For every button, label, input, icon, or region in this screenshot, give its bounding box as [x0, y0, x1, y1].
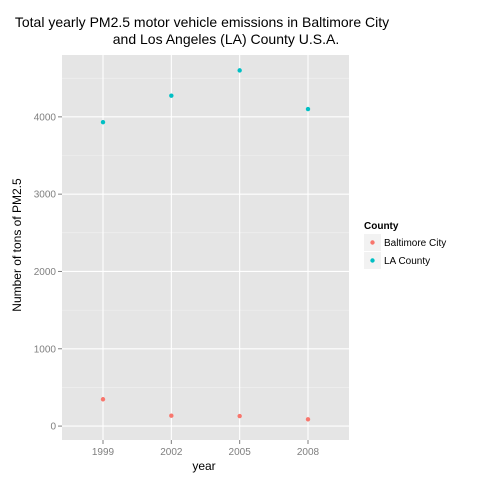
point-baltimore-city-2002 [169, 413, 174, 418]
major-gridlines [62, 55, 349, 440]
point-la-county-2002 [169, 93, 174, 98]
legend-swatch-la-county [370, 258, 375, 263]
point-la-county-2008 [305, 106, 311, 112]
y-axis-title: Number of tons of PM2.5 [10, 178, 24, 312]
point-baltimore-city-2008 [305, 417, 311, 422]
legend: County Baltimore City LA County [364, 221, 446, 269]
point-baltimore-city-2005 [237, 413, 242, 419]
x-tick-label: 2008 [297, 447, 320, 458]
y-tick-label: 0 [50, 422, 56, 433]
x-tick-label: 2002 [160, 447, 183, 458]
y-axis-ticks: 0 1000 2000 3000 4000 [34, 112, 62, 433]
y-tick-label: 3000 [34, 190, 57, 201]
y-tick-label: 1000 [34, 344, 57, 355]
data-points [100, 68, 311, 422]
plot-panel [62, 55, 349, 440]
legend-swatch-baltimore-city [370, 240, 375, 245]
legend-label-la-county: LA County [384, 256, 430, 267]
x-axis-title: year [192, 459, 215, 473]
chart-title-line2: and Los Angeles (LA) County U.S.A. [113, 31, 339, 47]
y-tick-label: 2000 [34, 267, 57, 278]
x-tick-label: 1999 [92, 447, 115, 458]
point-la-county-2005 [237, 68, 242, 73]
chart-title-line1: Total yearly PM2.5 motor vehicle emissio… [15, 14, 389, 30]
point-baltimore-city-1999 [100, 397, 106, 402]
point-la-county-1999 [100, 119, 106, 125]
minor-gridlines [62, 77, 349, 388]
legend-label-baltimore-city: Baltimore City [384, 238, 446, 249]
y-tick-label: 4000 [34, 112, 57, 123]
x-tick-label: 2005 [229, 447, 252, 458]
x-axis-ticks: 1999 2002 2005 2008 [92, 440, 320, 458]
legend-title: County [364, 221, 399, 232]
